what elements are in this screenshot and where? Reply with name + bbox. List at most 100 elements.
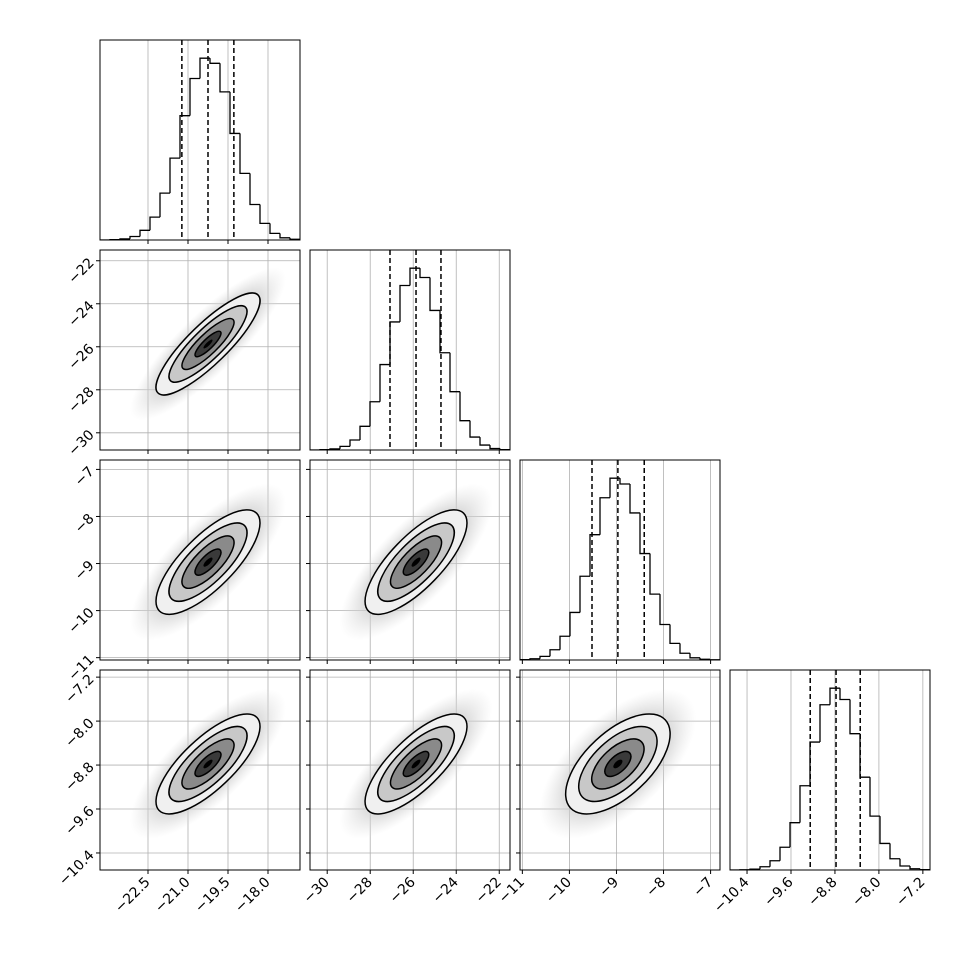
hist-step [429, 277, 440, 312]
y-tick-label: −7.2 [62, 671, 97, 706]
hist-step [549, 649, 560, 657]
y-tick-label: −10 [65, 605, 97, 637]
panel-frame [519, 669, 721, 871]
hist-step [209, 58, 220, 64]
hist-step [899, 858, 910, 867]
contour [364, 713, 468, 815]
hist-step [249, 173, 260, 206]
hist-step [869, 777, 880, 817]
panel-frame [99, 39, 301, 241]
hist-step [379, 363, 390, 402]
hist-step [389, 321, 400, 365]
hist-step [289, 237, 300, 240]
x-tick-label: −19.5 [192, 874, 234, 916]
hist-step [229, 91, 240, 135]
hist-step [199, 57, 210, 79]
hist-step [789, 822, 800, 848]
hist-step [779, 846, 790, 861]
hist-step [539, 655, 550, 659]
hist-step [189, 77, 200, 116]
hist-step [569, 611, 580, 637]
panel-frame [309, 459, 511, 661]
y-tick-label: −8.0 [62, 715, 97, 750]
x-tick-label: −8.0 [849, 874, 884, 909]
hist-step [799, 785, 810, 823]
hist-step [129, 235, 140, 239]
x-tick-label: −10.4 [711, 874, 753, 916]
hist-step [489, 445, 500, 450]
hist-step [259, 204, 270, 224]
y-tick-label: −8 [72, 511, 98, 537]
hist-step [859, 733, 870, 778]
y-tick-label: −9 [72, 558, 98, 584]
y-tick-label: −9.6 [62, 803, 97, 838]
hist-step [269, 223, 280, 235]
hist-step [579, 575, 590, 613]
hist-step [449, 352, 460, 393]
panel-frame [99, 669, 301, 871]
hist-step [809, 741, 820, 786]
hist-step [119, 238, 130, 240]
hist-step [159, 192, 170, 218]
x-tick-label: −9.6 [761, 874, 796, 909]
hist-step [599, 497, 610, 535]
hist-step [559, 635, 570, 650]
hist-step [699, 657, 710, 660]
hist-step [339, 445, 350, 449]
hist-step [689, 653, 700, 659]
hist-step [219, 63, 230, 93]
contour [181, 535, 235, 589]
hist-step [759, 866, 770, 870]
y-tick-label: −24 [65, 298, 97, 330]
panel-frame [309, 669, 511, 871]
contour [402, 548, 430, 576]
hist-step [839, 688, 850, 701]
x-tick-label: −7 [690, 874, 716, 900]
hist-step [879, 816, 890, 845]
y-tick-label: −28 [65, 384, 97, 416]
density-core [203, 759, 213, 769]
contour [591, 738, 645, 790]
hist-step [169, 157, 180, 194]
x-tick-label: −9 [596, 874, 622, 900]
hist-step [419, 268, 430, 279]
hist-step [619, 478, 630, 485]
hist-step [329, 448, 340, 450]
contour [377, 725, 455, 803]
x-tick-label: −8 [643, 874, 669, 900]
contour [604, 750, 632, 778]
contour [364, 509, 468, 616]
panel [520, 460, 720, 660]
hist-step [669, 624, 680, 645]
panel-frame [729, 669, 931, 871]
contour [194, 750, 222, 778]
density-core [411, 557, 421, 567]
y-tick-label: −30 [65, 427, 97, 459]
x-tick-label: −11 [496, 874, 528, 906]
hist-step [629, 484, 640, 514]
panel [730, 670, 930, 870]
panel-frame [309, 249, 511, 451]
contour [181, 317, 235, 371]
x-tick-label: −8.8 [805, 874, 840, 909]
panel-frame [99, 459, 301, 661]
contour [168, 522, 248, 603]
panel [310, 250, 510, 450]
y-tick-label: −7 [72, 464, 98, 490]
x-tick-label: −21.0 [152, 874, 194, 916]
hist-step [149, 216, 160, 231]
hist-step [239, 133, 250, 175]
panel [100, 250, 300, 450]
hist-step [639, 512, 650, 555]
contour [377, 522, 455, 603]
contour [194, 548, 222, 576]
density-core [411, 759, 421, 769]
hist-step [409, 267, 420, 286]
contour [389, 535, 443, 589]
hist-step [279, 233, 290, 239]
hist-step [459, 391, 470, 422]
x-tick-label: −24 [430, 874, 462, 906]
contour [155, 292, 261, 396]
y-tick-label: −8.8 [62, 759, 97, 794]
